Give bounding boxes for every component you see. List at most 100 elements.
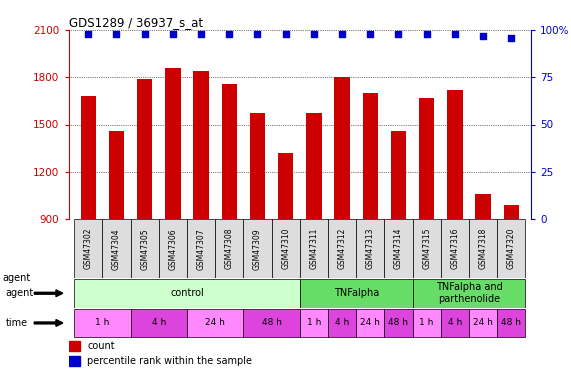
Text: 24 h: 24 h [205,318,225,327]
Bar [391,131,406,219]
Bar [384,219,413,278]
Text: GSM47313: GSM47313 [366,228,375,270]
Bar [187,219,215,278]
Bar [475,194,491,219]
Text: TNFalpha: TNFalpha [333,288,379,298]
Text: GSM47310: GSM47310 [281,228,290,270]
Bar [363,93,378,219]
Text: 24 h: 24 h [473,318,493,327]
Text: 4 h: 4 h [152,318,166,327]
Text: 48 h: 48 h [501,318,521,327]
Bar [215,219,243,278]
Text: GSM47307: GSM47307 [196,228,206,270]
Bar [194,71,209,219]
Point [394,31,403,37]
Bar [69,356,80,366]
Bar [250,114,265,219]
Bar [243,309,300,337]
Text: GSM47320: GSM47320 [507,228,516,270]
Text: control: control [170,288,204,298]
Point [253,31,262,37]
Bar [159,219,187,278]
Text: GSM47316: GSM47316 [451,228,460,270]
Bar [306,114,321,219]
Bar [278,153,293,219]
Bar [131,309,187,337]
Point [478,33,488,39]
Point [365,31,375,37]
Bar [222,84,237,219]
Text: GSM47306: GSM47306 [168,228,178,270]
Point [337,31,347,37]
Bar [356,309,384,337]
Text: GSM47302: GSM47302 [84,228,93,270]
Bar [165,68,180,219]
Point [84,31,93,37]
Bar [497,309,525,337]
Text: 24 h: 24 h [360,318,380,327]
Text: GSM47305: GSM47305 [140,228,149,270]
Text: GSM47315: GSM47315 [422,228,431,270]
Text: agent: agent [3,273,31,283]
Bar [81,96,96,219]
Text: agent: agent [6,288,34,298]
Bar [413,309,441,337]
Text: 4 h: 4 h [448,318,462,327]
Point [506,34,516,40]
Text: TNFalpha and
parthenolide: TNFalpha and parthenolide [436,282,502,304]
Bar [328,309,356,337]
Bar [243,219,272,278]
Bar [74,309,131,337]
Bar [187,309,243,337]
Text: 1 h: 1 h [420,318,434,327]
Bar [74,279,300,308]
Bar [131,219,159,278]
Bar [102,219,131,278]
Text: GSM47308: GSM47308 [225,228,234,270]
Point [112,31,121,37]
Bar [69,341,80,351]
Point [196,31,206,37]
Point [281,31,290,37]
Text: percentile rank within the sample: percentile rank within the sample [87,356,252,366]
Bar [384,309,413,337]
Point [168,31,178,37]
Bar [413,219,441,278]
Text: 1 h: 1 h [307,318,321,327]
Text: GSM47318: GSM47318 [478,228,488,269]
Text: GSM47314: GSM47314 [394,228,403,270]
Text: count: count [87,341,115,351]
Bar [300,279,413,308]
Point [140,31,149,37]
Bar [419,98,435,219]
Bar [441,219,469,278]
Text: GSM47311: GSM47311 [309,228,319,269]
Text: 48 h: 48 h [388,318,408,327]
Bar [272,219,300,278]
Point [309,31,319,37]
Bar [300,219,328,278]
Bar [74,219,102,278]
Bar [469,219,497,278]
Bar [441,309,469,337]
Bar [108,131,124,219]
Text: GSM47312: GSM47312 [337,228,347,269]
Text: time: time [6,318,28,328]
Point [422,31,431,37]
Bar [469,309,497,337]
Point [451,31,460,37]
Bar [137,79,152,219]
Text: GSM47304: GSM47304 [112,228,121,270]
Text: 48 h: 48 h [262,318,282,327]
Bar [504,205,519,219]
Bar [335,77,350,219]
Text: 4 h: 4 h [335,318,349,327]
Bar [413,279,525,308]
Bar [328,219,356,278]
Point [225,31,234,37]
Text: GDS1289 / 36937_s_at: GDS1289 / 36937_s_at [69,16,203,29]
Text: 1 h: 1 h [95,318,110,327]
Bar [497,219,525,278]
Bar [356,219,384,278]
Bar [447,90,463,219]
